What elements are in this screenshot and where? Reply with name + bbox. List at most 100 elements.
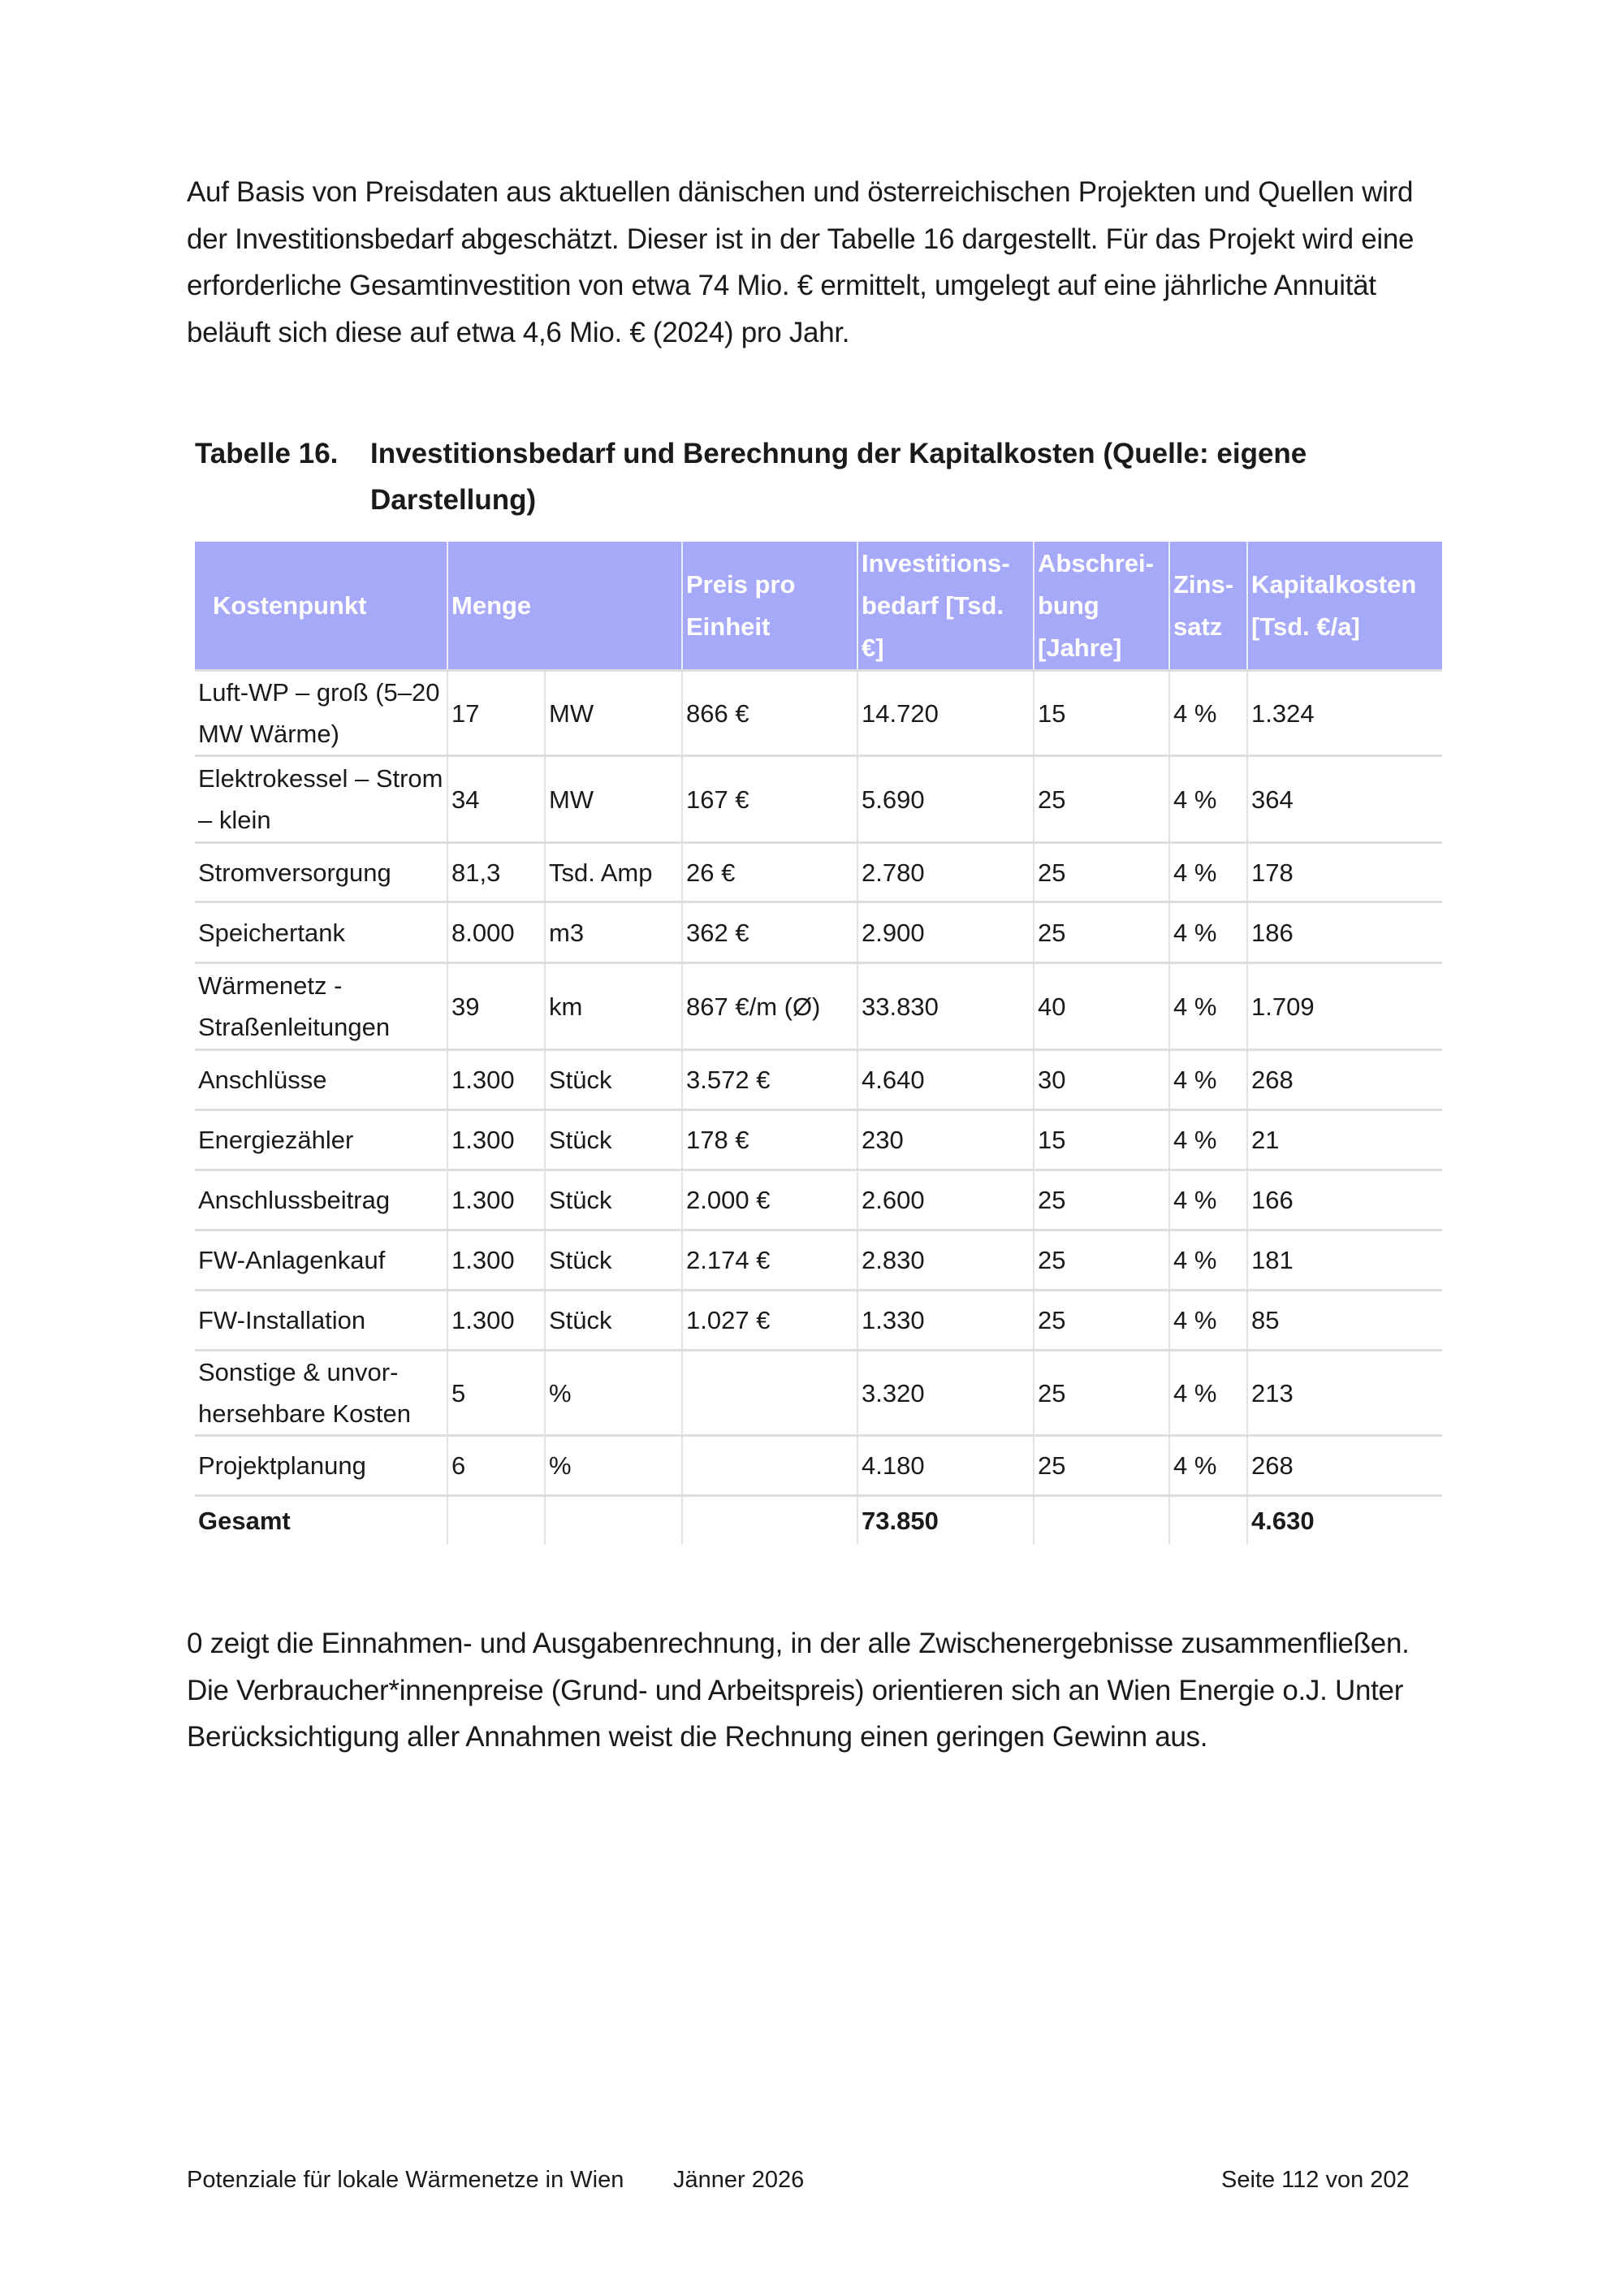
table-cell: Stück [544,1049,682,1110]
table-cell: FW-Installation [195,1289,447,1351]
header-kostenpunkt: Kostenpunkt [195,542,447,671]
table-total-row: Gesamt 73.850 4.630 [195,1494,1442,1545]
table-cell: 4.640 [857,1049,1034,1110]
table-cell: 1.300 [447,1289,545,1351]
table-cell: 362 € [681,901,857,963]
table-row: FW-Anlagenkauf 1.300 Stück 2.174 €2.830 25 4 … [195,1229,1442,1291]
table-cell: 867 €/m (Ø) [681,962,857,1050]
table-cell: 178 € [681,1109,857,1170]
table-cell: 167 € [681,755,857,843]
table-cell: 4 % [1168,669,1247,756]
table-cell: 2.900 [857,901,1034,963]
table-cell: 2.600 [857,1169,1034,1230]
table-cell: 33.830 [857,962,1034,1050]
table-cell: 866 € [681,669,857,756]
table-cell: 5.690 [857,755,1034,843]
table-cell: Wärmenetz - Straßenleitungen [195,962,447,1050]
table-cell: 39 [447,962,545,1050]
table-cell: 230 [857,1109,1034,1170]
table-cell: Projektplanung [195,1434,447,1496]
table-cell: 4 % [1168,1049,1247,1110]
table-cell: MW [544,669,682,756]
table-cell: 85 [1246,1289,1442,1351]
header-preis: Preis pro Einheit [681,542,857,671]
footer-page: Seite 112 von 202 [1221,2167,1410,2193]
table-cell: 181 [1246,1229,1442,1291]
table-cell: 25 [1033,841,1169,902]
footer-title: Potenziale für lokale Wärmenetze in Wien [187,2167,624,2193]
table-row: Anschlussbeitrag 1.300 Stück 2.000 €2.600 25… [195,1169,1442,1230]
table-cell: 30 [1033,1049,1169,1110]
table-cell: 73.850 [857,1494,1034,1545]
table-cell: 4 % [1168,1169,1247,1230]
table-cell [1168,1494,1247,1545]
table-row: Energiezähler 1.300 Stück 178 €230 15 4 % 21 [195,1109,1442,1170]
table-cell: FW-Anlagenkauf [195,1229,447,1291]
table-row: Stromversorgung 81,3 Tsd. Amp 26 €2.780 25 4 … [195,841,1442,902]
table-cell: 213 [1246,1349,1442,1436]
header-investitionsbedarf: Investitions-bedarf [Tsd. €] [857,542,1034,671]
table-cell: Luft-WP – groß (5–20 MW Wärme) [195,669,447,756]
investment-table: Kostenpunkt Menge Preis pro Einheit Inve… [195,542,1442,1545]
table-row: Anschlüsse 1.300 Stück 3.572 €4.640 30 4 % 268 [195,1049,1442,1110]
outro-paragraph: 0 zeigt die Einnahmen- und Ausgabenrechn… [187,1628,1410,1753]
table-cell: Energiezähler [195,1109,447,1170]
table-cell: 1.324 [1246,669,1442,756]
table-cell: 2.174 € [681,1229,857,1291]
table-cell: % [544,1434,682,1496]
table-cell: 4 % [1168,901,1247,963]
table-cell: Sonstige & unvor-hersehbare Kosten [195,1349,447,1436]
table-header-row: Kostenpunkt Menge Preis pro Einheit Inve… [195,542,1442,671]
table-cell: Speichertank [195,901,447,963]
table-cell: m3 [544,901,682,963]
table-cell [544,1494,682,1545]
table-cell: 17 [447,669,545,756]
table-cell: 2.830 [857,1229,1034,1291]
table-cell: Stück [544,1229,682,1291]
header-zinssatz: Zins-satz [1168,542,1247,671]
table-cell: 40 [1033,962,1169,1050]
table-cell: 5 [447,1349,545,1436]
table-cell: 25 [1033,1349,1169,1436]
table-cell: 268 [1246,1049,1442,1110]
table-cell: Elektrokessel – Strom – klein [195,755,447,843]
table-cell: Anschlussbeitrag [195,1169,447,1230]
header-menge: Menge [447,542,682,671]
table-cell [1033,1494,1169,1545]
table-cell: Stück [544,1169,682,1230]
table-cell [681,1434,857,1496]
table-cell: 1.300 [447,1169,545,1230]
table-cell: 3.320 [857,1349,1034,1436]
table-cell: 15 [1033,669,1169,756]
table-cell: 4 % [1168,1289,1247,1351]
table-cell: 8.000 [447,901,545,963]
table-cell: 1.330 [857,1289,1034,1351]
table-cell: 14.720 [857,669,1034,756]
table-cell [447,1494,545,1545]
table-cell: 1.709 [1246,962,1442,1050]
table-cell: Tsd. Amp [544,841,682,902]
table-cell: 178 [1246,841,1442,902]
intro-paragraph: Auf Basis von Preisdaten aus aktuellen d… [187,176,1415,348]
table-row: Projektplanung 6% 4.180 25 4 % 268 [195,1434,1442,1496]
footer-date: Jänner 2026 [673,2167,805,2193]
table-row: Luft-WP – groß (5–20 MW Wärme) 17 MW 866 €1… [195,669,1442,756]
table-cell: 4.630 [1246,1494,1442,1545]
table-cell: Stromversorgung [195,841,447,902]
table-cell: Stück [544,1289,682,1351]
table-cell: 4 % [1168,755,1247,843]
table-cell: 2.000 € [681,1169,857,1230]
table-cell: 186 [1246,901,1442,963]
table-cell: 4 % [1168,1349,1247,1436]
table-cell: 25 [1033,1229,1169,1291]
table-cell: 6 [447,1434,545,1496]
table-cell: 25 [1033,1434,1169,1496]
table-cell: 3.572 € [681,1049,857,1110]
header-kapitalkosten: Kapitalkosten [Tsd. €/a] [1246,542,1442,671]
table-row: FW-Installation 1.300 Stück 1.027 €1.330 25 4… [195,1289,1442,1351]
table-cell: 364 [1246,755,1442,843]
table-cell: 1.300 [447,1229,545,1291]
table-cell: 25 [1033,1169,1169,1230]
table-cell: MW [544,755,682,843]
table-caption: Tabelle 16. Investitionsbedarf und Berec… [195,430,1445,523]
